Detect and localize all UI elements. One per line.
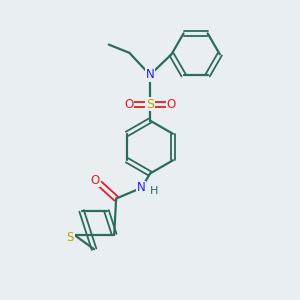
Text: O: O: [124, 98, 133, 111]
Text: O: O: [90, 174, 99, 187]
Text: N: N: [137, 181, 146, 194]
Text: S: S: [67, 231, 74, 244]
Text: O: O: [167, 98, 176, 111]
Text: S: S: [146, 98, 154, 111]
Text: H: H: [150, 186, 158, 196]
Text: N: N: [146, 68, 154, 81]
